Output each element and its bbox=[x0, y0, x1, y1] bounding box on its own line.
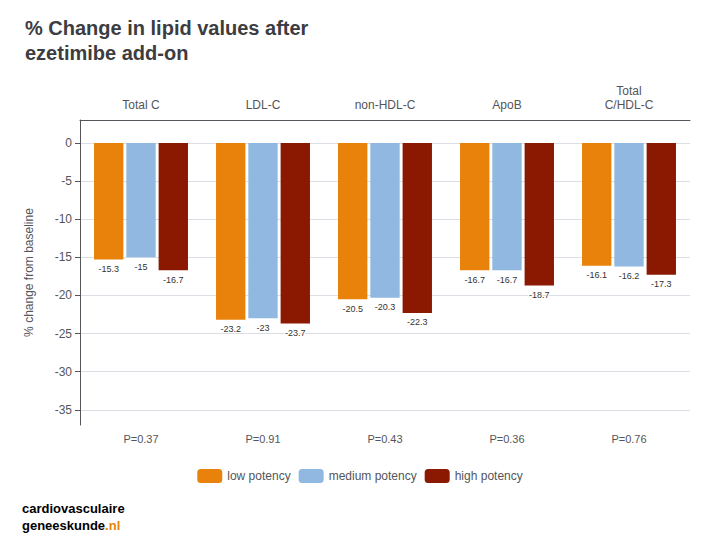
svg-text:-22.3: -22.3 bbox=[407, 317, 428, 327]
svg-text:ApoB: ApoB bbox=[492, 98, 521, 112]
svg-text:% change from baseline: % change from baseline bbox=[22, 208, 36, 337]
svg-text:P=0.36: P=0.36 bbox=[489, 433, 524, 445]
svg-text:-5: -5 bbox=[61, 174, 72, 188]
svg-text:-18.7: -18.7 bbox=[529, 290, 550, 300]
svg-text:-17.3: -17.3 bbox=[651, 279, 672, 289]
svg-text:ezetimibe add-on: ezetimibe add-on bbox=[25, 42, 188, 64]
svg-text:.nl: .nl bbox=[105, 518, 120, 533]
svg-text:P=0.76: P=0.76 bbox=[611, 433, 646, 445]
svg-text:C/HDL-C: C/HDL-C bbox=[605, 98, 654, 112]
svg-text:-16.1: -16.1 bbox=[586, 270, 607, 280]
svg-text:-25: -25 bbox=[55, 327, 73, 341]
svg-text:-10: -10 bbox=[55, 212, 73, 226]
svg-text:-30: -30 bbox=[55, 365, 73, 379]
svg-text:-23: -23 bbox=[256, 323, 269, 333]
svg-text:-16.2: -16.2 bbox=[619, 271, 640, 281]
svg-text:P=0.37: P=0.37 bbox=[123, 433, 158, 445]
svg-text:cardiovasculaire: cardiovasculaire bbox=[22, 501, 125, 516]
svg-text:-16.7: -16.7 bbox=[464, 275, 485, 285]
svg-text:non-HDL-C: non-HDL-C bbox=[355, 98, 416, 112]
svg-text:-23.7: -23.7 bbox=[285, 328, 306, 338]
svg-text:low potency: low potency bbox=[227, 469, 290, 483]
svg-text:-15: -15 bbox=[134, 262, 147, 272]
svg-text:Total: Total bbox=[616, 84, 641, 98]
svg-text:-16.7: -16.7 bbox=[497, 275, 518, 285]
svg-text:-20: -20 bbox=[55, 288, 73, 302]
svg-text:% Change in lipid values after: % Change in lipid values after bbox=[25, 17, 309, 39]
svg-text:geneeskunde: geneeskunde bbox=[22, 518, 105, 533]
svg-text:LDL-C: LDL-C bbox=[246, 98, 281, 112]
svg-text:-20.5: -20.5 bbox=[342, 304, 363, 314]
svg-text:-15.3: -15.3 bbox=[98, 264, 119, 274]
svg-text:P=0.43: P=0.43 bbox=[367, 433, 402, 445]
svg-text:Total C: Total C bbox=[122, 98, 160, 112]
svg-text:medium potency: medium potency bbox=[329, 469, 417, 483]
svg-text:-35: -35 bbox=[55, 403, 73, 417]
svg-text:high potency: high potency bbox=[455, 469, 523, 483]
svg-text:-23.2: -23.2 bbox=[220, 324, 241, 334]
svg-text:0: 0 bbox=[65, 136, 72, 150]
svg-text:-15: -15 bbox=[55, 250, 73, 264]
svg-text:-20.3: -20.3 bbox=[375, 302, 396, 312]
svg-text:-16.7: -16.7 bbox=[163, 275, 184, 285]
svg-text:P=0.91: P=0.91 bbox=[245, 433, 280, 445]
